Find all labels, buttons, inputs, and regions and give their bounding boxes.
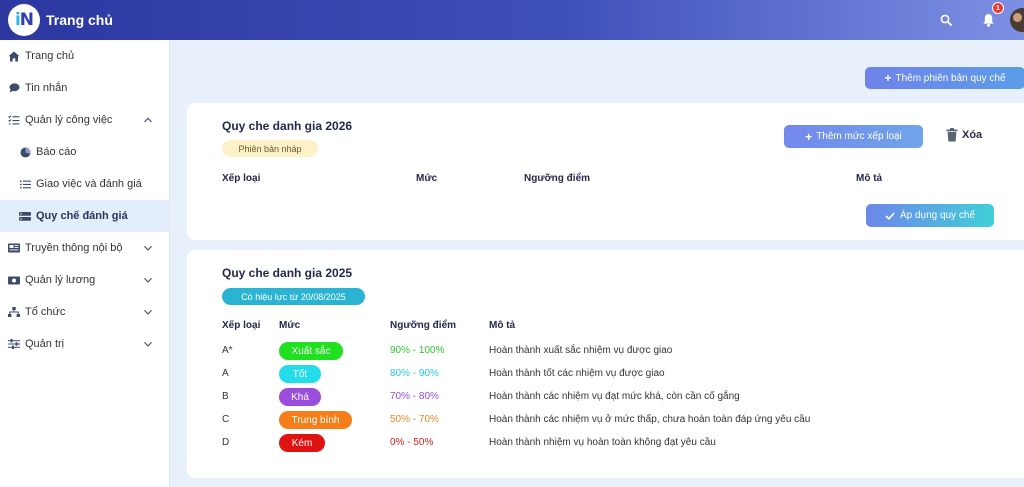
delete-button[interactable]: Xóa (946, 128, 982, 142)
sidebar-item-label: Truyền thông nội bộ (25, 242, 123, 254)
report-icon (19, 146, 31, 158)
notification-badge: 1 (992, 2, 1004, 14)
search-button[interactable] (936, 10, 956, 30)
version-title: Quy che danh gia 2026 (222, 119, 353, 133)
description-cell: Hoàn thành xuất sắc nhiệm vụ được giao (489, 345, 673, 356)
plus-icon: + (805, 129, 813, 144)
column-header-threshold: Ngưỡng điểm (390, 320, 457, 331)
column-header-description: Mô tả (856, 173, 883, 184)
rules-icon (19, 210, 31, 222)
sidebar-item-internal-comms[interactable]: Truyền thông nội bộ (0, 232, 169, 264)
add-version-button[interactable]: + Thêm phiên bản quy chế (865, 67, 1024, 89)
threshold-cell: 80% - 90% (390, 368, 439, 379)
column-header-level: Mức (416, 173, 438, 184)
apply-rule-button[interactable]: Áp dụng quy chế (866, 204, 994, 227)
check-icon (885, 212, 895, 220)
chevron-down-icon (144, 341, 152, 347)
sidebar-item-admin[interactable]: Quản trị (0, 328, 169, 360)
apply-rule-label: Áp dụng quy chế (899, 210, 976, 221)
grade-cell: A* (222, 345, 233, 356)
level-badge: Kém (279, 434, 325, 452)
top-bar: iN Trang chủ 1 (0, 0, 1024, 40)
chevron-down-icon (144, 245, 152, 251)
app-logo[interactable]: iN (8, 4, 40, 36)
grade-cell: D (222, 437, 230, 448)
column-header-grade: Xếp loại (222, 173, 261, 184)
chevron-down-icon (144, 309, 152, 315)
description-cell: Hoàn thành các nhiệm vụ ở mức thấp, chưa… (489, 414, 811, 425)
level-badge: Khá (279, 388, 321, 406)
rule-version-card-draft: Quy che danh gia 2026 Phiên bản nháp + T… (187, 103, 1024, 240)
sidebar-item-label: Trang chủ (25, 50, 75, 62)
logo-text: iN (14, 10, 34, 30)
plus-icon: + (884, 71, 892, 85)
description-cell: Hoàn thành tốt các nhiệm vụ được giao (489, 368, 665, 379)
status-badge: Phiên bản nháp (222, 140, 318, 157)
sidebar-item-assign-evaluate[interactable]: Giao việc và đánh giá (0, 168, 169, 200)
column-header-level: Mức (279, 320, 301, 331)
org-icon (8, 306, 20, 318)
sidebar-item-messages[interactable]: Tin nhắn (0, 72, 169, 104)
chevron-down-icon (144, 277, 152, 283)
add-level-label: Thêm mức xếp loại (816, 131, 902, 142)
sidebar-item-label: Báo cáo (36, 146, 77, 158)
chat-icon (8, 82, 20, 94)
threshold-cell: 90% - 100% (390, 345, 445, 356)
search-icon (940, 14, 952, 26)
level-badge: Tốt (279, 365, 321, 383)
main-content: + Thêm phiên bản quy chế Quy che danh gi… (170, 40, 1024, 487)
grade-cell: A (222, 368, 229, 379)
sidebar-item-organization[interactable]: Tổ chức (0, 296, 169, 328)
rule-version-card-active: Quy che danh gia 2025 Có hiệu lực từ 20/… (187, 250, 1024, 478)
sidebar-item-salary[interactable]: Quản lý lương (0, 264, 169, 296)
home-icon (8, 50, 20, 62)
description-cell: Hoàn thành nhiệm vụ hoàn toàn không đạt … (489, 437, 716, 448)
status-badge: Có hiệu lực từ 20/08/2025 (222, 288, 365, 305)
threshold-cell: 70% - 80% (390, 391, 439, 402)
sidebar-item-home[interactable]: Trang chủ (0, 40, 169, 72)
notification-button[interactable]: 1 (978, 2, 1004, 30)
version-title: Quy che danh gia 2025 (222, 266, 353, 280)
tasks-icon (8, 114, 20, 126)
sidebar-item-work-management[interactable]: Quản lý công việc (0, 104, 169, 136)
sidebar-item-label: Quản lý công việc (25, 114, 113, 126)
level-badge: Xuất sắc (279, 342, 343, 360)
sidebar-item-evaluation-rules[interactable]: Quy chế đánh giá (0, 200, 169, 232)
sidebar-item-label: Tổ chức (25, 306, 66, 318)
user-avatar[interactable] (1010, 8, 1024, 32)
add-level-button[interactable]: + Thêm mức xếp loại (784, 125, 923, 148)
sidebar: Trang chủ Tin nhắn Quản lý công việc Báo… (0, 40, 170, 487)
trash-icon (946, 128, 958, 142)
grade-cell: C (222, 414, 230, 425)
sidebar-item-label: Quản trị (25, 338, 65, 350)
admin-icon (8, 338, 20, 350)
description-cell: Hoàn thành các nhiệm vụ đạt mức khá, còn… (489, 391, 740, 402)
level-badge: Trung bình (279, 411, 352, 429)
add-version-label: Thêm phiên bản quy chế (895, 72, 1006, 84)
salary-icon (8, 274, 20, 286)
column-header-description: Mô tả (489, 320, 516, 331)
column-header-threshold: Ngưỡng điểm (524, 173, 591, 184)
sidebar-item-reports[interactable]: Báo cáo (0, 136, 169, 168)
chevron-up-icon (144, 117, 152, 123)
grade-cell: B (222, 391, 229, 402)
news-icon (8, 242, 20, 254)
column-header-grade: Xếp loại (222, 320, 261, 331)
list-icon (19, 178, 31, 190)
sidebar-item-label: Quy chế đánh giá (36, 210, 128, 222)
delete-label: Xóa (962, 129, 983, 141)
bell-icon (982, 14, 994, 27)
page-title: Trang chủ (46, 12, 113, 28)
sidebar-item-label: Quản lý lương (25, 274, 96, 286)
threshold-cell: 50% - 70% (390, 414, 439, 425)
threshold-cell: 0% - 50% (390, 437, 434, 448)
sidebar-item-label: Giao việc và đánh giá (36, 178, 142, 190)
sidebar-item-label: Tin nhắn (25, 82, 68, 94)
